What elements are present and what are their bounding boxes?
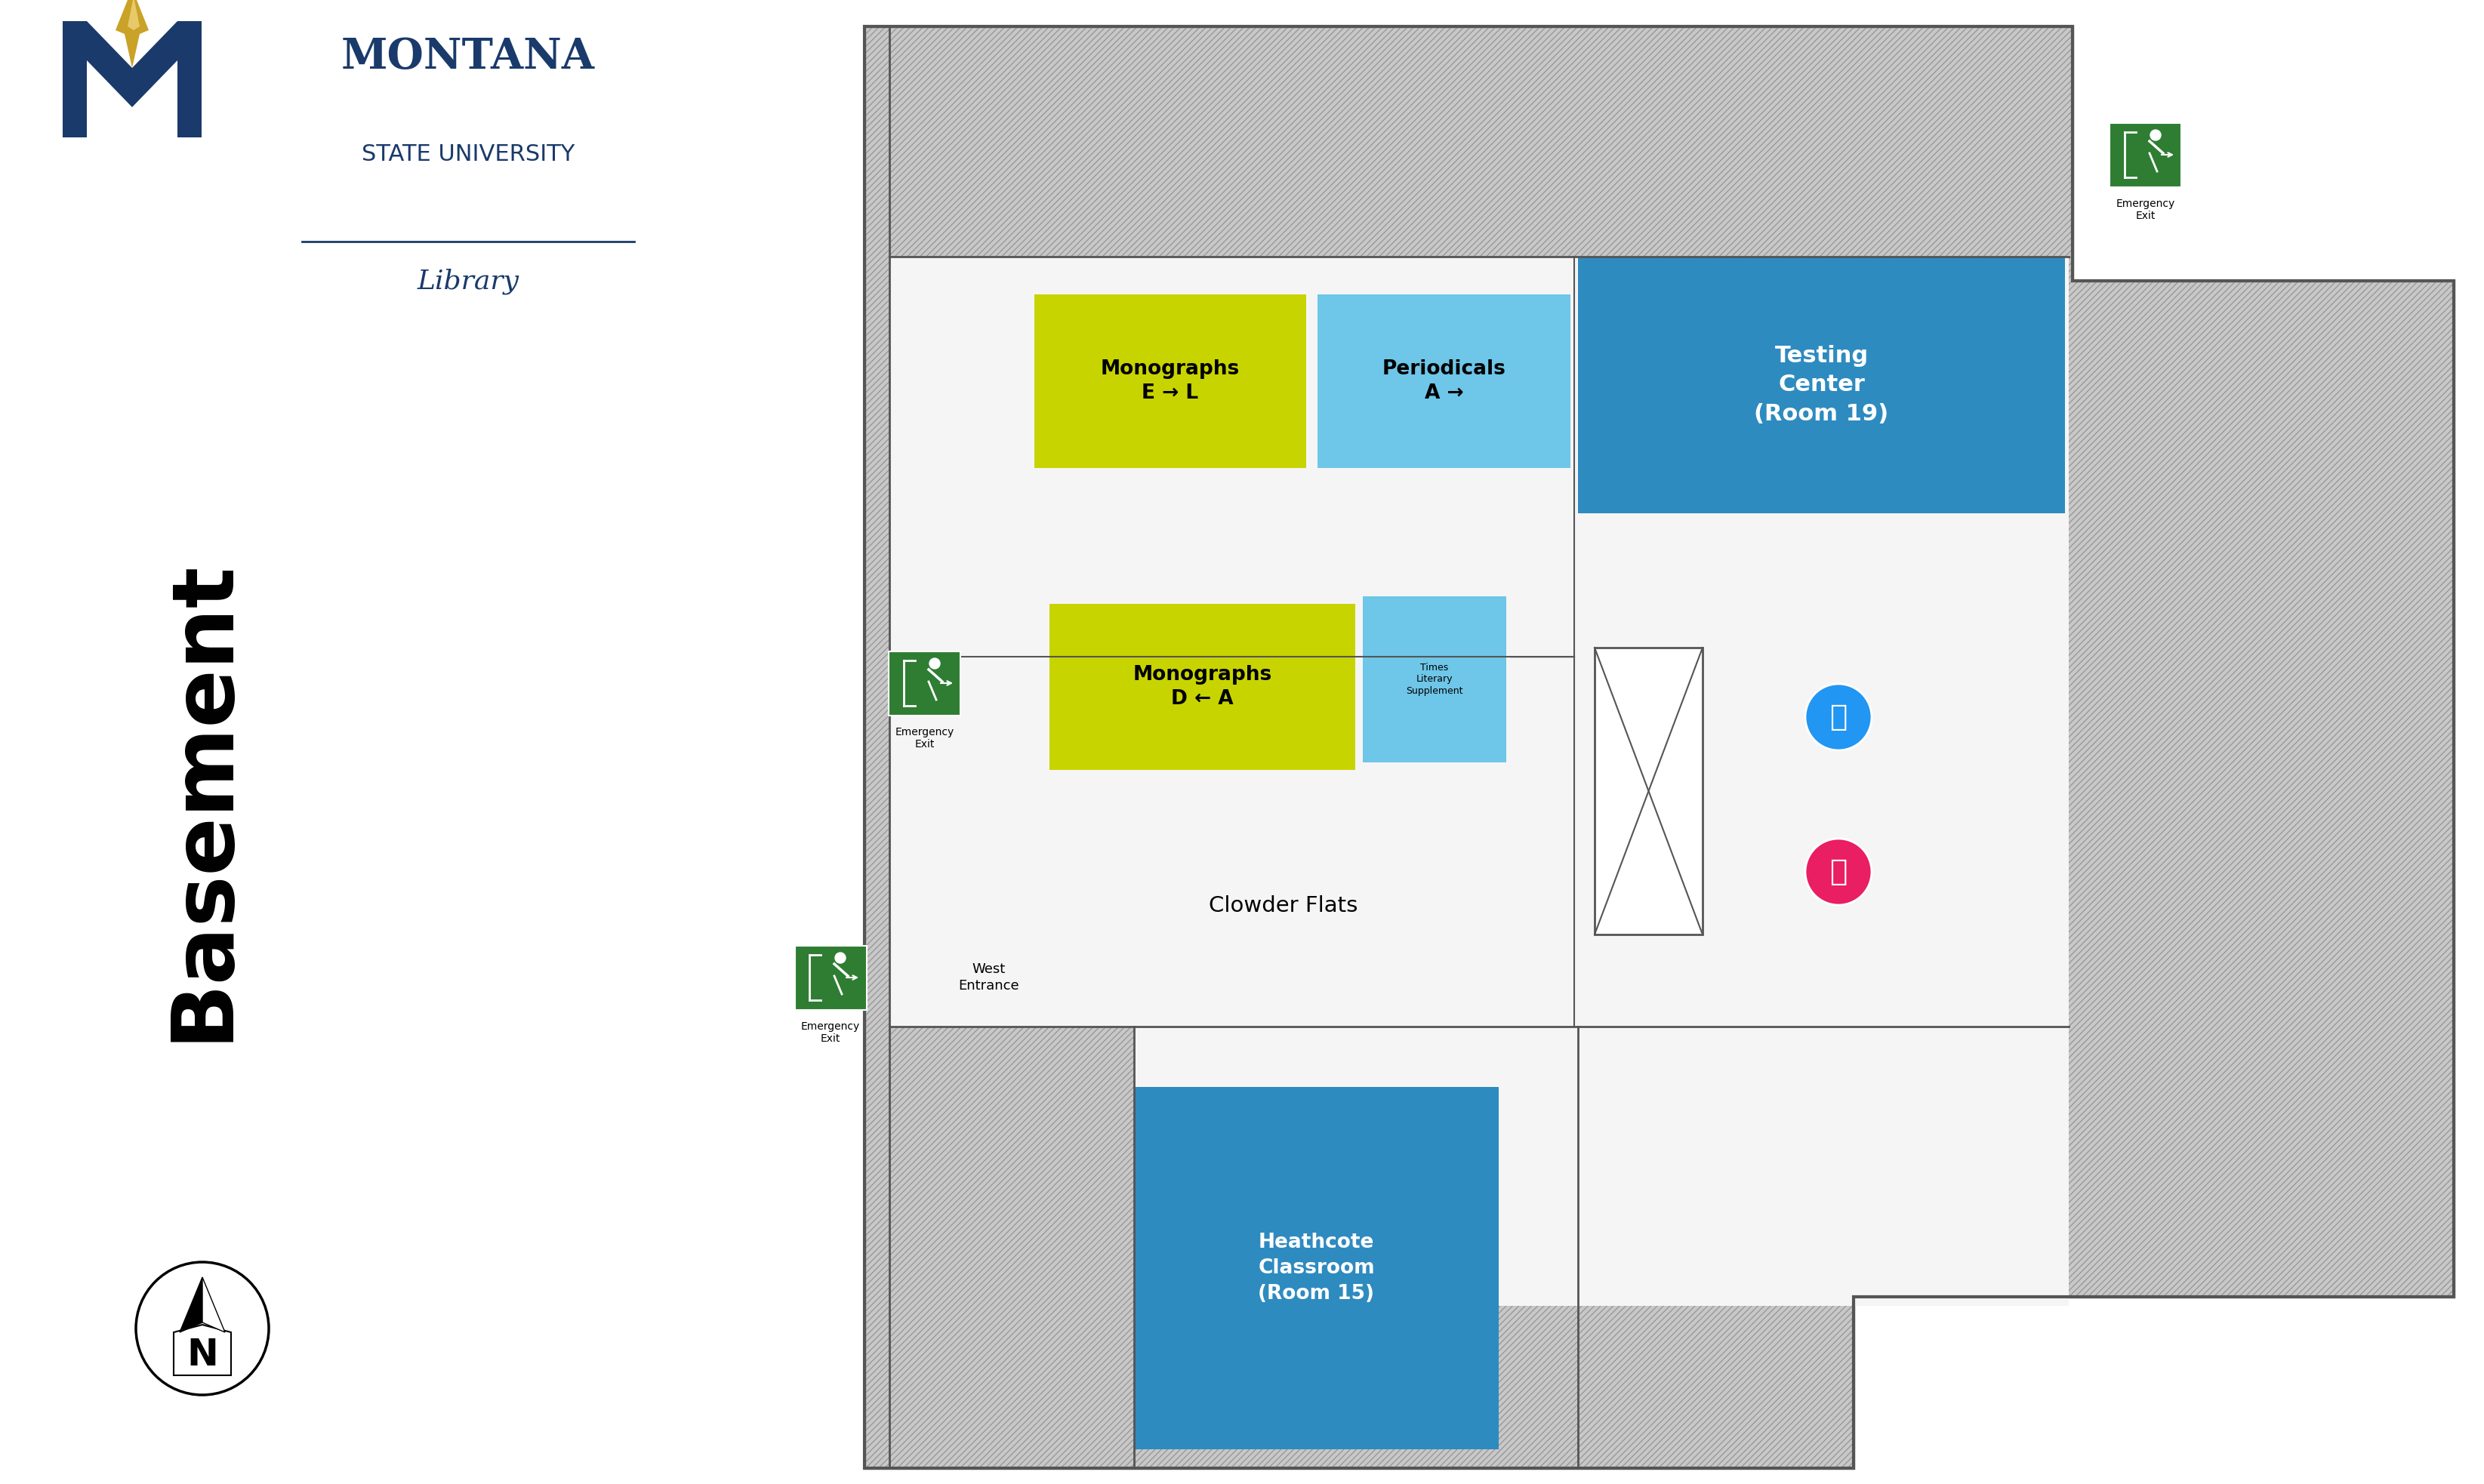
Circle shape xyxy=(1806,838,1870,905)
Polygon shape xyxy=(864,27,2454,1468)
Bar xyxy=(1364,597,1505,763)
Polygon shape xyxy=(201,1278,226,1333)
Polygon shape xyxy=(127,0,139,30)
Text: Basement: Basement xyxy=(161,558,243,1042)
Text: Emergency
Exit: Emergency Exit xyxy=(894,727,954,749)
Bar xyxy=(1595,647,1702,935)
Circle shape xyxy=(929,659,939,669)
Text: Heathcote
Classroom
(Room 15): Heathcote Classroom (Room 15) xyxy=(1257,1233,1374,1303)
Bar xyxy=(1317,294,1570,467)
Text: Clowder Flats: Clowder Flats xyxy=(1210,895,1359,916)
Polygon shape xyxy=(174,1325,231,1376)
Circle shape xyxy=(835,953,845,963)
Text: ⚹: ⚹ xyxy=(1831,703,1848,732)
Bar xyxy=(2109,123,2181,187)
Text: West
Entrance: West Entrance xyxy=(959,962,1018,993)
Text: STATE UNIVERSITY: STATE UNIVERSITY xyxy=(363,144,574,165)
Bar xyxy=(889,651,961,715)
Text: Emergency
Exit: Emergency Exit xyxy=(2116,199,2176,221)
Polygon shape xyxy=(117,0,149,68)
Bar xyxy=(1577,257,2064,513)
Polygon shape xyxy=(62,21,201,138)
Circle shape xyxy=(2151,129,2161,141)
Bar xyxy=(795,945,867,1009)
Bar xyxy=(1577,1027,2069,1306)
Text: Emergency
Exit: Emergency Exit xyxy=(800,1021,859,1045)
Text: Times
Literary
Supplement: Times Literary Supplement xyxy=(1406,663,1463,696)
Bar xyxy=(1135,1027,1577,1306)
Text: Monographs
D ← A: Monographs D ← A xyxy=(1133,665,1272,709)
Text: MONTANA: MONTANA xyxy=(340,36,596,77)
Text: Testing
Center
(Room 19): Testing Center (Room 19) xyxy=(1754,346,1888,424)
Text: Periodicals
A →: Periodicals A → xyxy=(1381,359,1505,404)
Text: N: N xyxy=(186,1337,219,1373)
Bar xyxy=(1048,604,1356,770)
Text: ⚹: ⚹ xyxy=(1831,858,1848,886)
Bar xyxy=(889,257,2069,1027)
Circle shape xyxy=(137,1261,268,1395)
Bar xyxy=(1135,1086,1498,1450)
Bar xyxy=(1033,294,1307,467)
Polygon shape xyxy=(179,1278,201,1333)
Text: Library: Library xyxy=(417,269,519,294)
Text: Monographs
E → L: Monographs E → L xyxy=(1100,359,1240,404)
Circle shape xyxy=(1806,684,1870,751)
